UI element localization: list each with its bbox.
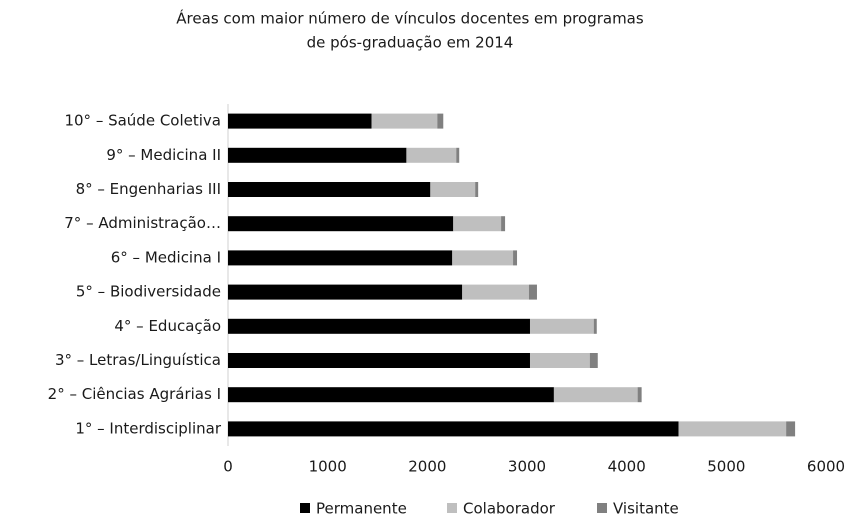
bar-segment xyxy=(529,353,590,368)
legend-label: Visitante xyxy=(613,500,679,518)
x-tick-label: 4000 xyxy=(608,458,646,476)
bar-segment xyxy=(593,318,597,334)
y-tick-label: 4° – Educação xyxy=(114,317,221,335)
bar-segment xyxy=(228,353,530,368)
bar-segment xyxy=(786,421,796,437)
bar-segment xyxy=(553,387,638,403)
chart-title: Áreas com maior número de vínculos docen… xyxy=(176,9,644,28)
bar-segment xyxy=(228,284,463,300)
y-tick-label: 10° – Saúde Coletiva xyxy=(64,112,221,130)
legend-label: Colaborador xyxy=(463,500,556,518)
bar-segment xyxy=(637,387,642,403)
bar-segment xyxy=(678,421,787,437)
y-tick-label: 7° – Administração… xyxy=(64,214,221,232)
y-tick-label: 1° – Interdisciplinar xyxy=(75,419,221,437)
bar-segment xyxy=(430,182,476,197)
bar-segment xyxy=(228,216,454,232)
bar-segment xyxy=(228,147,407,163)
legend-swatch xyxy=(597,503,607,513)
bar-segment xyxy=(513,250,518,266)
x-tick-label: 6000 xyxy=(807,458,845,476)
bar-segment xyxy=(371,113,438,129)
bar-segment xyxy=(462,284,529,300)
legend-swatch xyxy=(447,503,457,513)
bar-segment xyxy=(475,182,479,197)
y-tick-label: 3° – Letras/Linguística xyxy=(55,351,221,369)
bar-segment xyxy=(228,387,554,403)
bar-segment xyxy=(228,113,372,129)
y-tick-label: 2° – Ciências Agrárias I xyxy=(48,385,221,403)
y-tick-label: 8° – Engenharias III xyxy=(76,180,221,198)
legend-label: Permanente xyxy=(316,500,407,518)
y-tick-label: 5° – Biodiversidade xyxy=(76,283,221,301)
y-tick-label: 6° – Medicina I xyxy=(111,248,221,266)
x-tick-label: 2000 xyxy=(408,458,446,476)
chart-title: de pós-graduação em 2014 xyxy=(307,34,514,52)
x-tick-label: 1000 xyxy=(309,458,347,476)
bar-segment xyxy=(228,250,453,266)
y-tick-label: 9° – Medicina II xyxy=(106,146,221,164)
bar-segment xyxy=(406,147,457,163)
bar-segment xyxy=(452,250,514,266)
bar-segment xyxy=(453,216,502,232)
bar-segment xyxy=(228,182,431,197)
x-tick-label: 3000 xyxy=(508,458,546,476)
bar-segment xyxy=(456,147,460,163)
bar-segment xyxy=(228,318,530,334)
x-tick-label: 5000 xyxy=(707,458,745,476)
x-tick-label: 0 xyxy=(223,458,233,476)
legend-swatch xyxy=(300,503,310,513)
bar-segment xyxy=(528,284,537,300)
bar-segment xyxy=(529,318,594,334)
bar-segment xyxy=(437,113,444,129)
bar-segment xyxy=(589,353,598,368)
bar-segment xyxy=(228,421,679,437)
bar-segment xyxy=(501,216,506,232)
